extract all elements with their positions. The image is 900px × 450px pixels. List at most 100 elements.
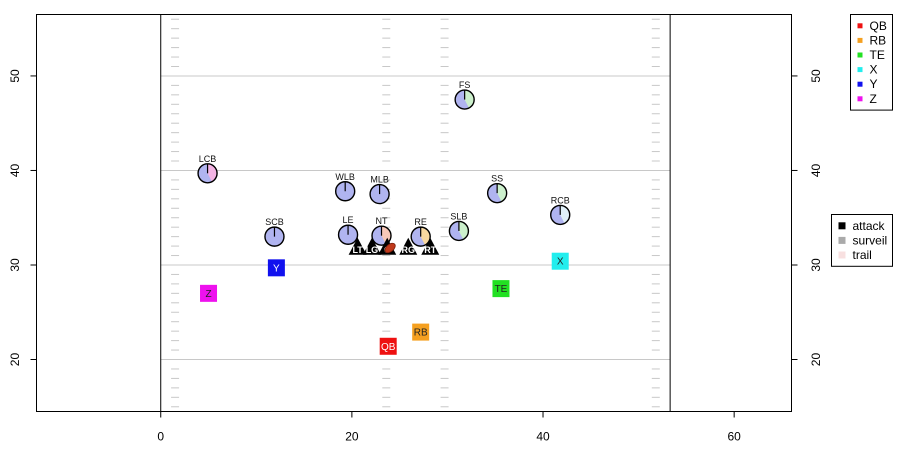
legend-position-swatch (857, 96, 863, 102)
defender-outline (371, 225, 392, 246)
defender-label: FS (459, 80, 471, 90)
plot-frame (36, 14, 792, 412)
defender-scb: SCB (264, 217, 285, 247)
defender-outline (550, 204, 571, 226)
legend-role-label: trail (853, 248, 872, 262)
defender-wedge (381, 226, 392, 245)
defender-wedge (420, 227, 431, 246)
legend-position-label: Y (870, 77, 878, 91)
player-square (379, 337, 397, 355)
defender-mlb: MLB (369, 175, 390, 205)
legend-position-label: QB (870, 19, 887, 33)
lineman-label: LT (352, 245, 363, 255)
defender-outline (337, 224, 359, 245)
attack-markers: QB RB TE X Y Z (200, 252, 569, 355)
lineman-lt: LT (348, 237, 367, 255)
player-x: X (551, 252, 569, 270)
x-tick-label: 40 (536, 430, 550, 444)
field-markings (160, 14, 671, 412)
y-tick-label-right: 40 (809, 163, 823, 177)
defender-nt: NT (371, 216, 392, 246)
legend-position-label: RB (870, 33, 887, 47)
x-tick-label: 20 (345, 430, 359, 444)
player-rb: RB (412, 323, 430, 341)
grid-lines (160, 75, 671, 361)
defender-label: SCB (265, 217, 284, 227)
defender-wedge (207, 163, 218, 182)
defender-label: RCB (551, 195, 570, 205)
player-square (412, 323, 430, 341)
y-tick-label-right: 50 (809, 69, 823, 83)
legend-position-label: Z (870, 92, 877, 106)
player-square (551, 252, 569, 270)
y-tick-label-left: 40 (8, 163, 22, 177)
lineman-lg: LG (362, 237, 381, 255)
defender-lcb: LCB (197, 154, 218, 184)
defender-wedge (560, 205, 570, 224)
defender-slb: SLB (448, 211, 470, 242)
legend-position-swatch (857, 23, 863, 29)
defender-outline (448, 220, 470, 242)
defender-le: LE (337, 215, 359, 245)
defender-label: WLB (335, 172, 355, 182)
legend-role-label: attack (853, 219, 886, 233)
defender-label: LE (343, 215, 354, 225)
y-tick-label-right: 20 (809, 353, 823, 367)
legend-position-box (850, 14, 893, 111)
legend-position-swatch (857, 52, 863, 58)
player-label: RB (414, 328, 428, 339)
defender-outline (486, 182, 508, 204)
player-label: TE (495, 284, 508, 295)
defender-markers: FS LCB WLB MLB SS RCB SCB LE NT RE SLB (197, 80, 571, 247)
legend-position-label: X (870, 63, 878, 77)
lineman-rt: RT (421, 237, 440, 255)
lineman-label: RG (402, 245, 416, 255)
legend-role-swatch (838, 222, 846, 230)
legend-role-swatch (838, 236, 846, 244)
player-square (267, 259, 285, 277)
defender-label: MLB (370, 175, 389, 185)
axes: 0 20 40 60 20 20 30 30 40 40 50 50 (8, 69, 823, 444)
legend-position-swatch (857, 67, 863, 73)
defender-label: LCB (199, 154, 217, 164)
football-icon (384, 242, 396, 254)
player-label: Y (273, 263, 280, 274)
y-tick-label-left: 50 (8, 69, 22, 83)
defender-rcb: RCB (550, 195, 571, 226)
defender-wedge (497, 183, 507, 202)
defender-label: NT (376, 216, 388, 226)
defender-fs: FS (454, 80, 475, 110)
defender-outline (197, 163, 218, 184)
player-y: Y (267, 259, 285, 277)
defender-ss: SS (486, 174, 508, 204)
player-square (492, 280, 510, 298)
y-tick-label-right: 30 (809, 258, 823, 272)
x-tick-label: 0 (157, 430, 164, 444)
y-tick-label-left: 20 (8, 353, 22, 367)
legend-position-swatch (857, 81, 863, 87)
legend-role-label: surveil (853, 233, 888, 247)
defender-outline (454, 89, 475, 110)
defender-outline (369, 183, 390, 205)
defender-re: RE (410, 217, 431, 247)
defender-label: SLB (450, 211, 467, 221)
defender-label: RE (414, 217, 427, 227)
lineman-triangle (399, 237, 418, 255)
defender-wedge (458, 221, 469, 240)
hash-marks (171, 18, 660, 408)
x-tick-label: 60 (727, 430, 741, 444)
defender-outline (264, 226, 285, 247)
defender-outline (334, 181, 356, 202)
defender-wedge (464, 90, 475, 109)
lineman-rg: RG (399, 237, 418, 255)
lineman-triangle (421, 237, 440, 255)
player-label: X (557, 257, 564, 268)
lineman-triangle (362, 237, 381, 255)
linemen-markers: LTLGCRGRT (348, 237, 440, 255)
defender-outline (410, 226, 431, 247)
lineman-triangle (348, 237, 367, 255)
defender-wlb: WLB (334, 172, 356, 202)
